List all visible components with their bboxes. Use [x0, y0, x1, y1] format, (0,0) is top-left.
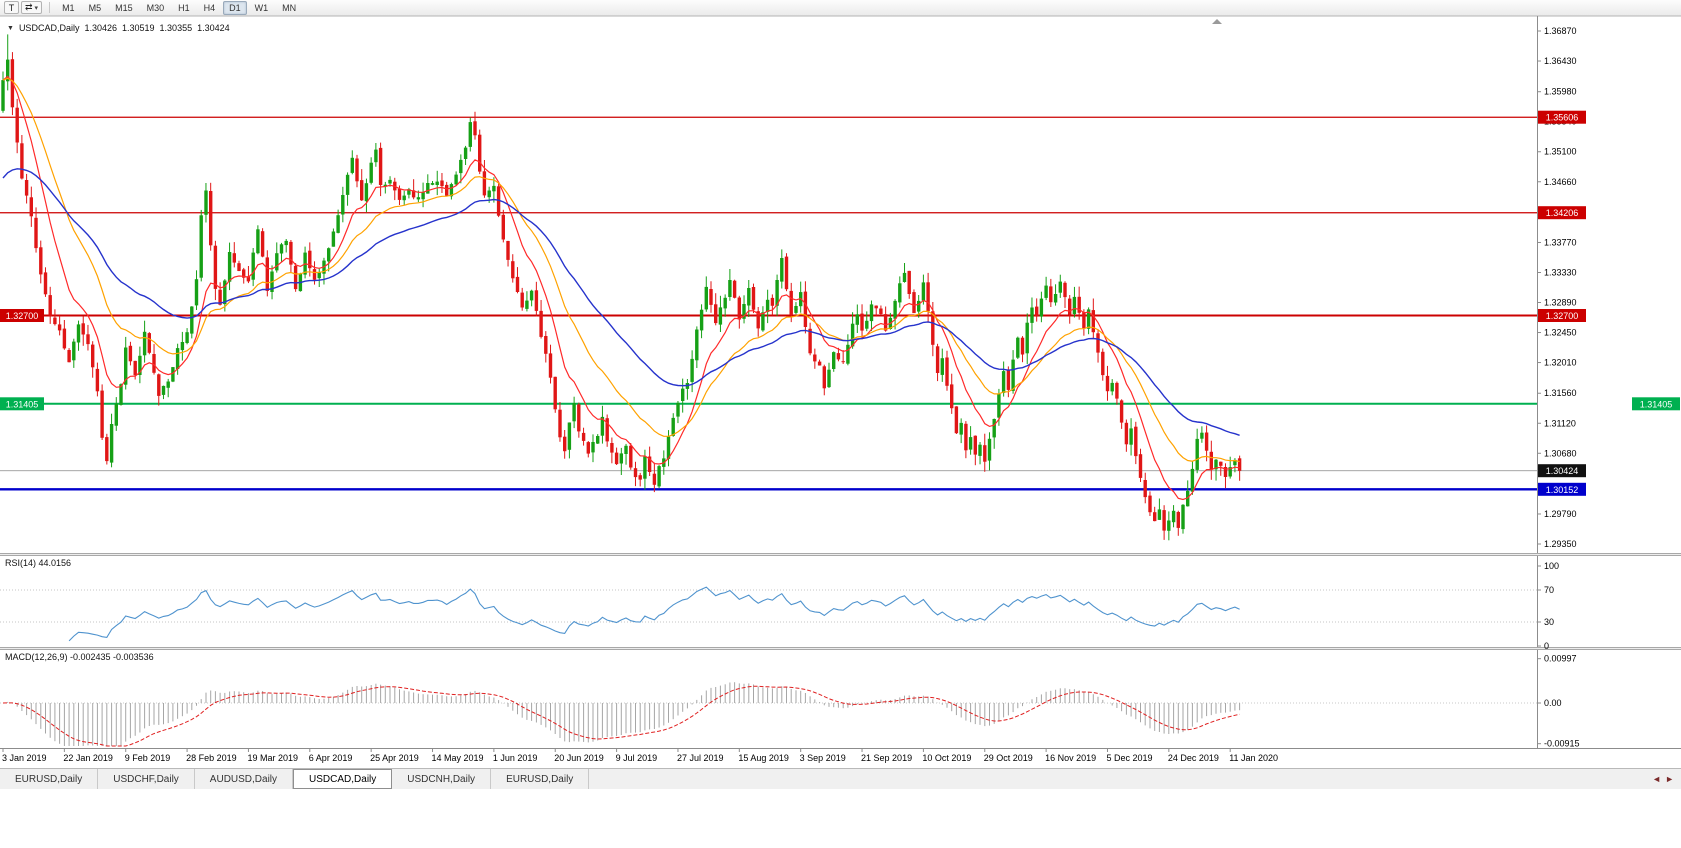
- svg-text:20 Jun 2019: 20 Jun 2019: [554, 753, 604, 763]
- svg-text:0.00997: 0.00997: [1544, 654, 1577, 664]
- svg-text:1.35606: 1.35606: [1546, 113, 1579, 123]
- timeframe-button-m15[interactable]: M15: [115, 2, 133, 13]
- svg-text:0.00: 0.00: [1544, 698, 1562, 708]
- chart-tab-2-audusd[interactable]: AUDUSD,Daily: [195, 769, 294, 789]
- toolbar-separator: [49, 2, 51, 13]
- svg-text:24 Dec 2019: 24 Dec 2019: [1168, 753, 1219, 763]
- chart-scroll-marker[interactable]: [1212, 19, 1222, 24]
- svg-text:0: 0: [1544, 641, 1549, 651]
- svg-text:1.32700: 1.32700: [1546, 311, 1579, 321]
- svg-text:1.32890: 1.32890: [1544, 298, 1577, 308]
- svg-text:19 Mar 2019: 19 Mar 2019: [247, 753, 298, 763]
- svg-text:22 Jan 2019: 22 Jan 2019: [63, 753, 113, 763]
- timeframe-button-m30[interactable]: M30: [146, 2, 165, 13]
- svg-text:1.36870: 1.36870: [1544, 26, 1577, 36]
- svg-text:1.32010: 1.32010: [1544, 358, 1577, 368]
- svg-text:1.31405: 1.31405: [6, 399, 39, 409]
- svg-text:1.33330: 1.33330: [1544, 267, 1577, 277]
- timeframe-button-w1[interactable]: W1: [254, 2, 269, 13]
- svg-text:1.31120: 1.31120: [1544, 418, 1576, 428]
- svg-text:1.36430: 1.36430: [1544, 56, 1577, 66]
- svg-text:3 Jan 2019: 3 Jan 2019: [2, 753, 47, 763]
- chevron-down-icon: ▾: [34, 4, 39, 12]
- candles: [1, 34, 1242, 541]
- chart-tab-0-eurusd[interactable]: EURUSD,Daily: [0, 769, 99, 789]
- svg-text:11 Jan 2020: 11 Jan 2020: [1229, 753, 1278, 763]
- toolbar: T ⇄ ▾ M1 M5 M15 M30 H1 H4 D1 W1 MN: [0, 0, 1681, 16]
- chart-canvas[interactable]: 1.368701.364301.359801.355401.351001.346…: [0, 16, 1681, 768]
- chart-tab-3-usdcad[interactable]: USDCAD,Daily: [293, 769, 393, 789]
- chart-tab-1-usdchf[interactable]: USDCHF,Daily: [98, 769, 195, 789]
- chart-tab-5-eurusd[interactable]: EURUSD,Daily: [491, 769, 590, 789]
- svg-text:1.32700: 1.32700: [6, 311, 39, 321]
- svg-text:1.30152: 1.30152: [1546, 485, 1579, 495]
- svg-text:1.31405: 1.31405: [1640, 399, 1673, 409]
- svg-text:1.35980: 1.35980: [1544, 87, 1577, 97]
- svg-text:27 Jul 2019: 27 Jul 2019: [677, 753, 724, 763]
- timeframe-button-h4[interactable]: H4: [203, 2, 216, 13]
- svg-text:1.30424: 1.30424: [1546, 466, 1579, 476]
- svg-text:29 Oct 2019: 29 Oct 2019: [984, 753, 1033, 763]
- chart-tab-bar: EURUSD,Daily USDCHF,Daily AUDUSD,Daily USDC…: [0, 768, 1681, 789]
- tabs-scroll-left-icon[interactable]: ◄: [1652, 774, 1662, 784]
- svg-text:15 Aug 2019: 15 Aug 2019: [738, 753, 789, 763]
- tabs-scroll-right-icon[interactable]: ►: [1665, 774, 1674, 784]
- svg-text:10 Oct 2019: 10 Oct 2019: [922, 753, 971, 763]
- svg-text:9 Jul 2019: 9 Jul 2019: [616, 753, 658, 763]
- svg-text:14 May 2019: 14 May 2019: [432, 753, 484, 763]
- svg-text:1.34206: 1.34206: [1546, 208, 1579, 218]
- svg-text:70: 70: [1544, 585, 1554, 595]
- chart-area[interactable]: 1.368701.364301.359801.355401.351001.346…: [0, 16, 1681, 768]
- toolbar-t-button[interactable]: T: [4, 1, 19, 14]
- tabs-container: EURUSD,Daily USDCHF,Daily AUDUSD,Daily USDC…: [0, 769, 590, 789]
- macd-plot: [0, 682, 1537, 747]
- svg-text:100: 100: [1544, 561, 1559, 571]
- svg-text:6 Apr 2019: 6 Apr 2019: [309, 753, 353, 763]
- timeframe-button-d1[interactable]: D1: [223, 0, 247, 15]
- rsi-plot: [0, 586, 1537, 642]
- svg-text:1.32450: 1.32450: [1544, 328, 1577, 338]
- svg-text:1.33770: 1.33770: [1544, 237, 1577, 247]
- svg-text:9 Feb 2019: 9 Feb 2019: [125, 753, 171, 763]
- svg-text:21 Sep 2019: 21 Sep 2019: [861, 753, 912, 763]
- svg-text:1 Jun 2019: 1 Jun 2019: [493, 753, 538, 763]
- timeframe-group: M1 M5 M15 M30 H1 H4 D1 W1 MN: [56, 0, 302, 15]
- arrows-icon: ⇄: [25, 2, 33, 12]
- timeframe-button-h1[interactable]: H1: [178, 2, 190, 13]
- svg-text:30: 30: [1544, 617, 1554, 627]
- moving-averages: [2, 75, 1240, 501]
- svg-text:25 Apr 2019: 25 Apr 2019: [370, 753, 419, 763]
- level-lines: [0, 116, 1537, 491]
- svg-text:1.35100: 1.35100: [1544, 147, 1577, 157]
- symbol-switch-button[interactable]: ⇄ ▾: [21, 1, 43, 14]
- svg-text:16 Nov 2019: 16 Nov 2019: [1045, 753, 1096, 763]
- svg-text:28 Feb 2019: 28 Feb 2019: [186, 753, 237, 763]
- svg-text:1.30680: 1.30680: [1544, 448, 1577, 458]
- svg-text:-0.00915: -0.00915: [1544, 739, 1580, 749]
- tab-arrows: ◄ ►: [1652, 769, 1681, 789]
- timeframe-button-m1[interactable]: M1: [62, 2, 75, 13]
- svg-text:1.31560: 1.31560: [1544, 388, 1577, 398]
- svg-text:5 Dec 2019: 5 Dec 2019: [1106, 753, 1152, 763]
- timeframe-button-mn[interactable]: MN: [282, 2, 297, 13]
- svg-text:1.29790: 1.29790: [1544, 509, 1577, 519]
- svg-text:1.29350: 1.29350: [1544, 539, 1577, 549]
- svg-text:3 Sep 2019: 3 Sep 2019: [800, 753, 846, 763]
- svg-text:1.34660: 1.34660: [1544, 177, 1577, 187]
- chart-tab-4-usdcnh[interactable]: USDCNH,Daily: [392, 769, 492, 789]
- timeframe-button-m5[interactable]: M5: [88, 2, 102, 13]
